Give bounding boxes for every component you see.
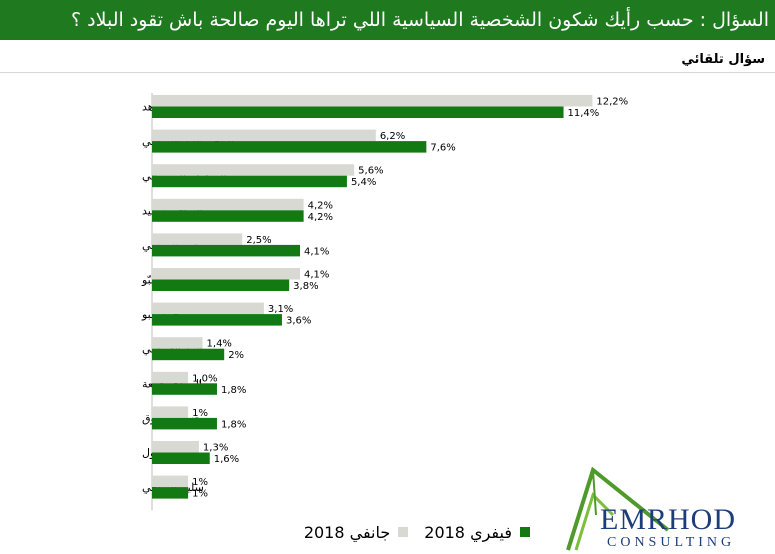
bar-feb [152,279,290,291]
data-label-jan: 2,5% [246,235,271,246]
data-label-feb: 1% [192,489,208,500]
data-label-jan: 3,1% [268,304,293,315]
data-label-jan: 1,0% [192,373,217,384]
bar-jan [152,198,304,211]
bar-jan [152,406,189,418]
emrhod-logo-mark [566,466,670,551]
data-label-feb: 2% [228,350,244,361]
data-label-jan: 1% [192,477,208,488]
data-label-feb: 4,2% [308,212,333,223]
chart-legend: فيفري 2018 جانفي 2018 [190,520,530,544]
data-label-feb: 1,8% [221,385,246,396]
data-label-jan: 6,2% [380,131,405,142]
data-label-feb: 11,4% [568,108,600,119]
bar-feb [152,452,210,464]
data-label-jan: 1,4% [207,339,232,350]
bar-jan [152,129,376,142]
data-label-jan: 1,3% [203,443,228,454]
logo-name: EMRHOD [600,503,737,536]
legend-item-feb: فيفري 2018 [424,523,530,542]
subtitle-divider [0,72,775,73]
data-label-jan: 4,2% [308,200,333,211]
bar-feb [152,348,225,361]
bar-feb [152,175,347,188]
bar-jan [152,233,243,245]
bar-jan [152,337,203,349]
legend-label-jan: جانفي 2018 [303,522,391,542]
bar-feb [152,141,427,153]
data-label-feb: 1,6% [214,454,239,465]
data-label-feb: 4,1% [304,246,329,257]
legend-swatch-feb [520,527,530,537]
bar-jan [152,441,199,453]
data-label-feb: 3,6% [286,316,311,327]
data-label-jan: 5,6% [358,166,383,177]
logo-subtitle: CONSULTING [607,535,736,550]
bar-jan [152,95,593,107]
data-label-feb: 3,8% [293,281,318,292]
bar-feb [152,106,564,118]
subtitle: سؤال تلقائي [681,52,765,67]
question-text: السؤال : حسب رأيك شكون الشخصية السياسية … [71,9,769,31]
data-label-jan: 12,2% [596,97,628,108]
bar-jan [152,164,355,176]
legend-item-jan: جانفي 2018 [303,522,409,542]
bar-jan [152,268,301,280]
data-label-jan: 4,1% [304,270,329,281]
bar-feb [152,210,304,222]
bar-chart: يوسف الشاهد12,2%11,4%الباجي قايد السبسي6… [141,93,628,511]
bar-jan [152,371,189,384]
bar-jan [152,475,189,488]
question-header: السؤال : حسب رأيك شكون الشخصية السياسية … [0,0,775,40]
bar-feb [152,417,217,430]
data-label-feb: 5,4% [351,177,376,188]
data-label-jan: 1% [192,408,208,419]
legend-label-feb: فيفري 2018 [424,522,512,542]
data-label-feb: 7,6% [430,143,455,154]
data-label-feb: 1,8% [221,419,246,430]
bar-feb [152,487,189,499]
bar-jan [152,302,264,315]
bar-feb [152,314,282,326]
legend-swatch-jan [398,527,409,537]
bar-feb [152,244,301,257]
bar-feb [152,383,217,395]
